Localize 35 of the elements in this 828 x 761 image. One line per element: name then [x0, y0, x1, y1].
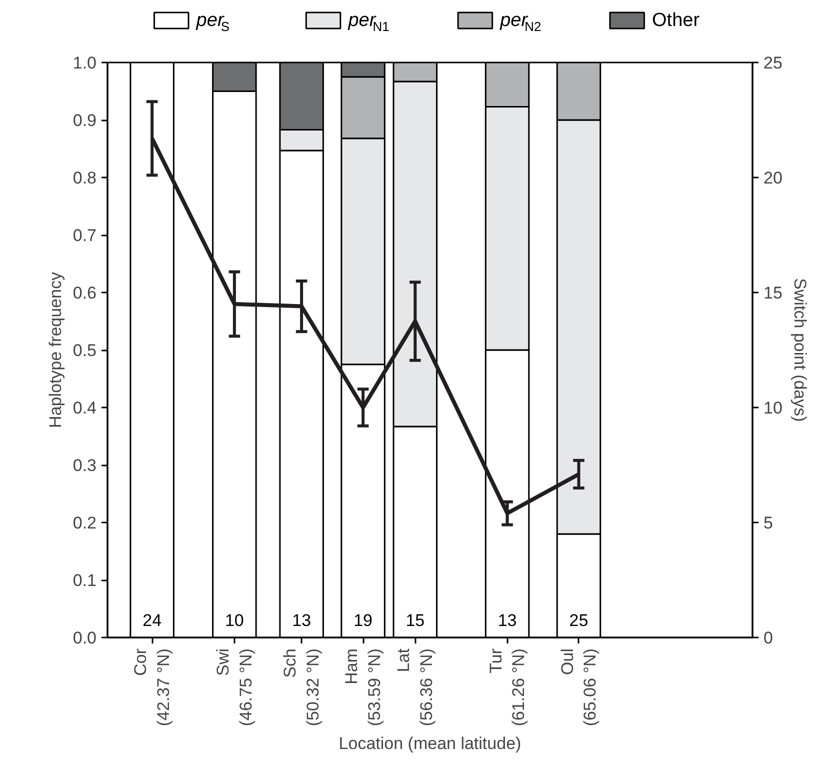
legend-label: Other — [652, 10, 700, 31]
annotation: 15 — [406, 611, 425, 630]
y-axis-title: Haplotype frequency — [46, 272, 65, 428]
annotation: 13 — [292, 611, 312, 630]
annotation: 24 — [142, 611, 162, 630]
x-axis-title: Location (mean latitude) — [338, 734, 522, 754]
y-tick-label: 0.3 — [72, 456, 97, 475]
y2-tick-label: 10 — [764, 398, 782, 418]
y-tick-label: 0.7 — [72, 226, 97, 245]
y2-tick-label: 5 — [764, 514, 773, 532]
x-tick-label: Lat (56.36 °N) — [394, 648, 436, 726]
y2-tick-label: 20 — [764, 168, 782, 188]
x-tick-label: Swi (46.75 °N) — [214, 648, 256, 726]
annotation: 19 — [354, 611, 373, 630]
y-tick-label: 0.4 — [72, 398, 97, 418]
y-tick-label: 1.0 — [72, 54, 97, 72]
y2-tick-label: 25 — [764, 54, 782, 72]
annotation: 10 — [224, 611, 244, 630]
y2-tick-label: 0 — [764, 628, 773, 648]
y2-tick-label: 15 — [764, 284, 782, 302]
y-tick-label: 0.5 — [72, 341, 97, 360]
annotation: 25 — [569, 611, 588, 630]
y-tick-label: 0.6 — [72, 284, 97, 302]
y-tick-label: 0.2 — [72, 514, 97, 532]
x-tick-label: Ham (53.59 °N) — [342, 648, 384, 726]
y2-axis-title: Switch point (days) — [790, 278, 810, 422]
x-tick-label: Tur (61.26 °N) — [486, 648, 528, 726]
x-tick-label: Oul (65.06 °N) — [558, 648, 600, 726]
x-tick-label: Cor (42.37 °N) — [131, 648, 173, 726]
x-tick-label: Sch (50.32 °N) — [280, 648, 322, 726]
annotation: 13 — [498, 611, 517, 630]
y-tick-label: 0.8 — [72, 168, 97, 188]
y-tick-label: 0.9 — [72, 111, 97, 130]
y-tick-label: 0.0 — [72, 628, 97, 648]
y-tick-label: 0.1 — [72, 571, 97, 590]
